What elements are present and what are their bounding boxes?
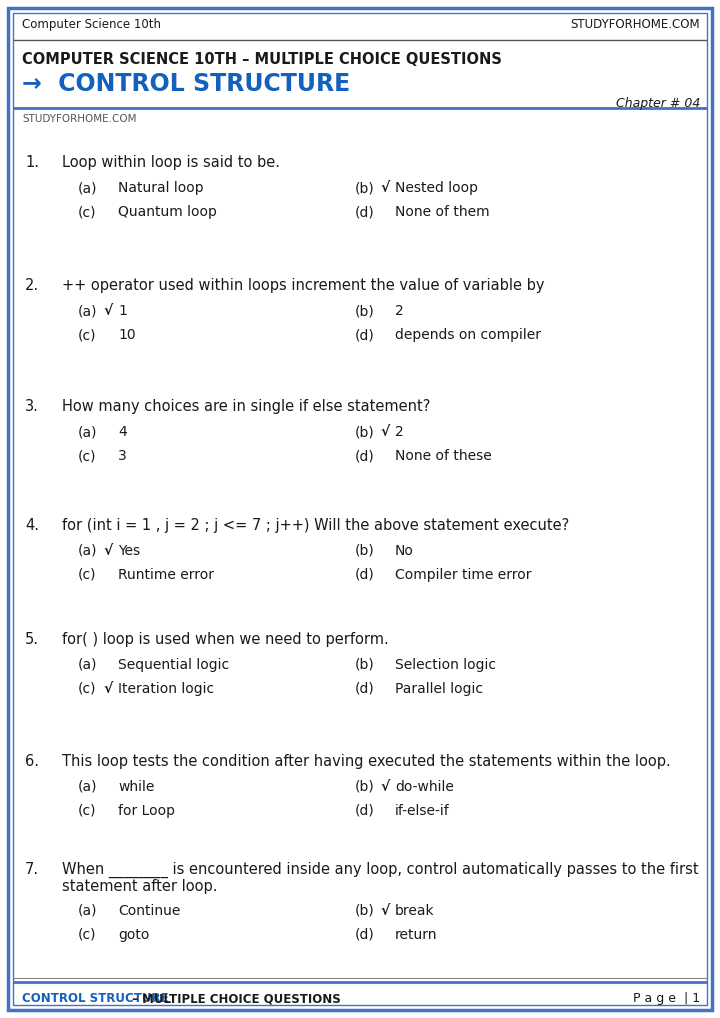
Text: do-while: do-while [395, 780, 454, 794]
Text: P a g e  | 1: P a g e | 1 [633, 992, 700, 1005]
Text: (c): (c) [78, 682, 96, 696]
Text: (c): (c) [78, 205, 96, 219]
Text: studyforhome.com: studyforhome.com [108, 381, 672, 739]
Text: √: √ [103, 544, 112, 558]
Text: Iteration logic: Iteration logic [118, 682, 214, 696]
Text: (c): (c) [78, 568, 96, 582]
Text: 3: 3 [118, 449, 127, 463]
Text: (d): (d) [355, 568, 374, 582]
Text: 2.: 2. [25, 278, 39, 293]
Text: (b): (b) [355, 658, 374, 672]
Text: for (int i = 1 , j = 2 ; j <= 7 ; j++) Will the above statement execute?: for (int i = 1 , j = 2 ; j <= 7 ; j++) W… [62, 518, 570, 533]
Text: None of them: None of them [395, 205, 490, 219]
Text: if-else-if: if-else-if [395, 804, 450, 818]
Text: return: return [395, 928, 438, 942]
Text: (a): (a) [78, 658, 97, 672]
Text: (b): (b) [355, 181, 374, 195]
Text: How many choices are in single if else statement?: How many choices are in single if else s… [62, 399, 431, 414]
Text: 2: 2 [395, 304, 404, 318]
Text: 10: 10 [118, 328, 135, 342]
Text: Runtime error: Runtime error [118, 568, 214, 582]
Text: (d): (d) [355, 205, 374, 219]
Text: None of these: None of these [395, 449, 492, 463]
Text: Quantum loop: Quantum loop [118, 205, 217, 219]
FancyBboxPatch shape [13, 13, 707, 1005]
Text: →  CONTROL STRUCTURE: → CONTROL STRUCTURE [22, 72, 350, 96]
Text: (a): (a) [78, 544, 97, 558]
Text: ++ operator used within loops increment the value of variable by: ++ operator used within loops increment … [62, 278, 544, 293]
Text: 2: 2 [395, 425, 404, 439]
Text: (d): (d) [355, 449, 374, 463]
Text: (c): (c) [78, 928, 96, 942]
Text: 7.: 7. [25, 862, 39, 876]
Text: – MULTIPLE CHOICE QUESTIONS: – MULTIPLE CHOICE QUESTIONS [128, 992, 341, 1005]
Text: 4: 4 [118, 425, 127, 439]
Text: No: No [395, 544, 414, 558]
Text: Nested loop: Nested loop [395, 181, 478, 195]
Text: 5.: 5. [25, 632, 39, 647]
Text: (a): (a) [78, 425, 97, 439]
Text: (b): (b) [355, 780, 374, 794]
Text: (c): (c) [78, 328, 96, 342]
Text: (b): (b) [355, 904, 374, 918]
Text: (a): (a) [78, 304, 97, 318]
FancyBboxPatch shape [8, 8, 712, 1010]
Text: (a): (a) [78, 181, 97, 195]
Text: Selection logic: Selection logic [395, 658, 496, 672]
Text: Computer Science 10th: Computer Science 10th [22, 18, 161, 31]
Text: for( ) loop is used when we need to perform.: for( ) loop is used when we need to perf… [62, 632, 389, 647]
Text: COMPUTER SCIENCE 10TH – MULTIPLE CHOICE QUESTIONS: COMPUTER SCIENCE 10TH – MULTIPLE CHOICE … [22, 52, 502, 67]
Text: √: √ [380, 780, 390, 794]
Text: Loop within loop is said to be.: Loop within loop is said to be. [62, 155, 280, 170]
Text: Yes: Yes [118, 544, 140, 558]
Text: √: √ [380, 181, 390, 195]
Text: Chapter # 04: Chapter # 04 [616, 97, 700, 110]
Text: for Loop: for Loop [118, 804, 175, 818]
Text: STUDYFORHOME.COM: STUDYFORHOME.COM [22, 114, 137, 124]
Text: 6.: 6. [25, 754, 39, 769]
Text: Sequential logic: Sequential logic [118, 658, 229, 672]
Text: When ________ is encountered inside any loop, control automatically passes to th: When ________ is encountered inside any … [62, 862, 698, 879]
Text: (c): (c) [78, 449, 96, 463]
Text: (d): (d) [355, 328, 374, 342]
Text: (b): (b) [355, 544, 374, 558]
Text: (b): (b) [355, 304, 374, 318]
Text: (a): (a) [78, 904, 97, 918]
Text: break: break [395, 904, 435, 918]
Text: (a): (a) [78, 780, 97, 794]
Text: depends on compiler: depends on compiler [395, 328, 541, 342]
Text: Continue: Continue [118, 904, 181, 918]
Text: (d): (d) [355, 804, 374, 818]
Text: 1.: 1. [25, 155, 39, 170]
Text: (d): (d) [355, 682, 374, 696]
Text: √: √ [103, 304, 112, 318]
Text: √: √ [380, 904, 390, 918]
Text: √: √ [103, 682, 112, 696]
Text: 3.: 3. [25, 399, 39, 414]
Text: √: √ [380, 425, 390, 439]
Text: goto: goto [118, 928, 149, 942]
Text: Parallel logic: Parallel logic [395, 682, 483, 696]
Text: STUDYFORHOME.COM: STUDYFORHOME.COM [570, 18, 700, 31]
Text: (c): (c) [78, 804, 96, 818]
Text: This loop tests the condition after having executed the statements within the lo: This loop tests the condition after havi… [62, 754, 671, 769]
Text: (b): (b) [355, 425, 374, 439]
Text: Natural loop: Natural loop [118, 181, 204, 195]
Text: Compiler time error: Compiler time error [395, 568, 531, 582]
Text: while: while [118, 780, 154, 794]
Text: CONTROL STRUCTURE: CONTROL STRUCTURE [22, 992, 168, 1005]
Text: 4.: 4. [25, 518, 39, 533]
Text: (d): (d) [355, 928, 374, 942]
Text: 1: 1 [118, 304, 127, 318]
Text: statement after loop.: statement after loop. [62, 879, 217, 894]
